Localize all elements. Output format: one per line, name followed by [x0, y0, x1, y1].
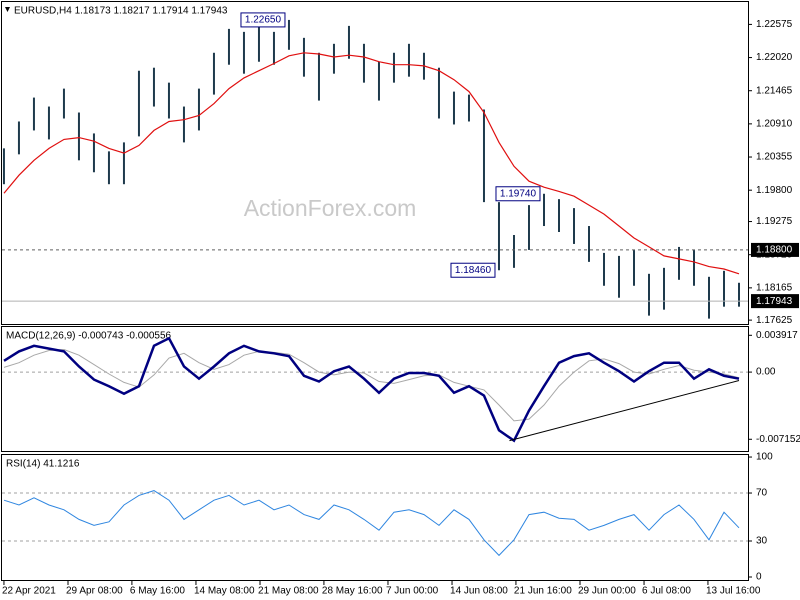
level-label: 1.18800 — [756, 245, 793, 256]
main-title: EURUSD,H4 1.18173 1.18217 1.17914 1.1794… — [14, 6, 228, 17]
level-label: 1.17943 — [756, 296, 793, 307]
y-tick-label: 1.17625 — [756, 315, 793, 326]
y-tick-label: 70 — [756, 488, 768, 499]
x-tick-label: 28 May 16:00 — [322, 586, 383, 597]
annotation-box — [450, 262, 496, 278]
macd-pane-frame — [1, 326, 749, 452]
macd-line — [3, 336, 740, 443]
annotation-box — [495, 186, 541, 202]
annotation-label: 1.19740 — [500, 188, 537, 199]
rsi-pane-frame — [1, 454, 749, 581]
signal-line — [3, 348, 740, 422]
y-tick-label: 1.21465 — [756, 85, 793, 96]
y-tick-label: 0.003917 — [756, 330, 798, 341]
x-tick-label: 6 May 16:00 — [130, 586, 185, 597]
y-tick-label: -0.007152 — [756, 434, 800, 445]
y-tick-label: 0.00 — [756, 367, 776, 378]
level-box — [751, 294, 799, 309]
x-tick-label: 7 Jun 00:00 — [386, 586, 439, 597]
symbol-icon — [5, 7, 10, 12]
y-tick-label: 1.20910 — [756, 119, 793, 130]
x-tick-label: 21 May 08:00 — [258, 586, 319, 597]
moving-average — [3, 52, 740, 275]
annotation-box — [240, 12, 286, 28]
y-tick-label: 0 — [756, 572, 762, 583]
y-tick-label: 1.22575 — [756, 19, 793, 30]
x-tick-label: 29 Apr 08:00 — [66, 586, 123, 597]
x-tick-label: 29 Jun 00:00 — [578, 586, 636, 597]
watermark: ActionForex.com — [244, 195, 417, 221]
rsi-title: RSI(14) 41.1216 — [6, 459, 80, 470]
annotation-label: 1.18460 — [455, 265, 492, 276]
y-tick-label: 1.20355 — [756, 152, 793, 163]
x-tick-label: 22 Apr 2021 — [2, 586, 56, 597]
y-tick-label: 100 — [756, 452, 773, 463]
x-tick-label: 13 Jul 16:00 — [706, 586, 761, 597]
y-tick-label: 1.19800 — [756, 185, 793, 196]
y-tick-label: 1.18165 — [756, 282, 793, 293]
main-pane-frame — [1, 1, 749, 325]
rsi-line — [3, 490, 740, 557]
x-tick-label: 6 Jul 08:00 — [642, 586, 691, 597]
y-tick-label: 1.19275 — [756, 216, 793, 227]
x-tick-label: 14 Jun 08:00 — [450, 586, 508, 597]
annotation-label: 1.22650 — [245, 15, 282, 26]
y-tick-label: 30 — [756, 536, 768, 547]
y-tick-label: 1.22020 — [756, 52, 793, 63]
x-tick-label: 14 May 08:00 — [194, 586, 255, 597]
macd-title: MACD(12,26,9) -0.000743 -0.000556 — [6, 331, 172, 342]
trendline — [509, 380, 740, 442]
level-box — [751, 242, 799, 257]
x-tick-label: 21 Jun 16:00 — [514, 586, 572, 597]
